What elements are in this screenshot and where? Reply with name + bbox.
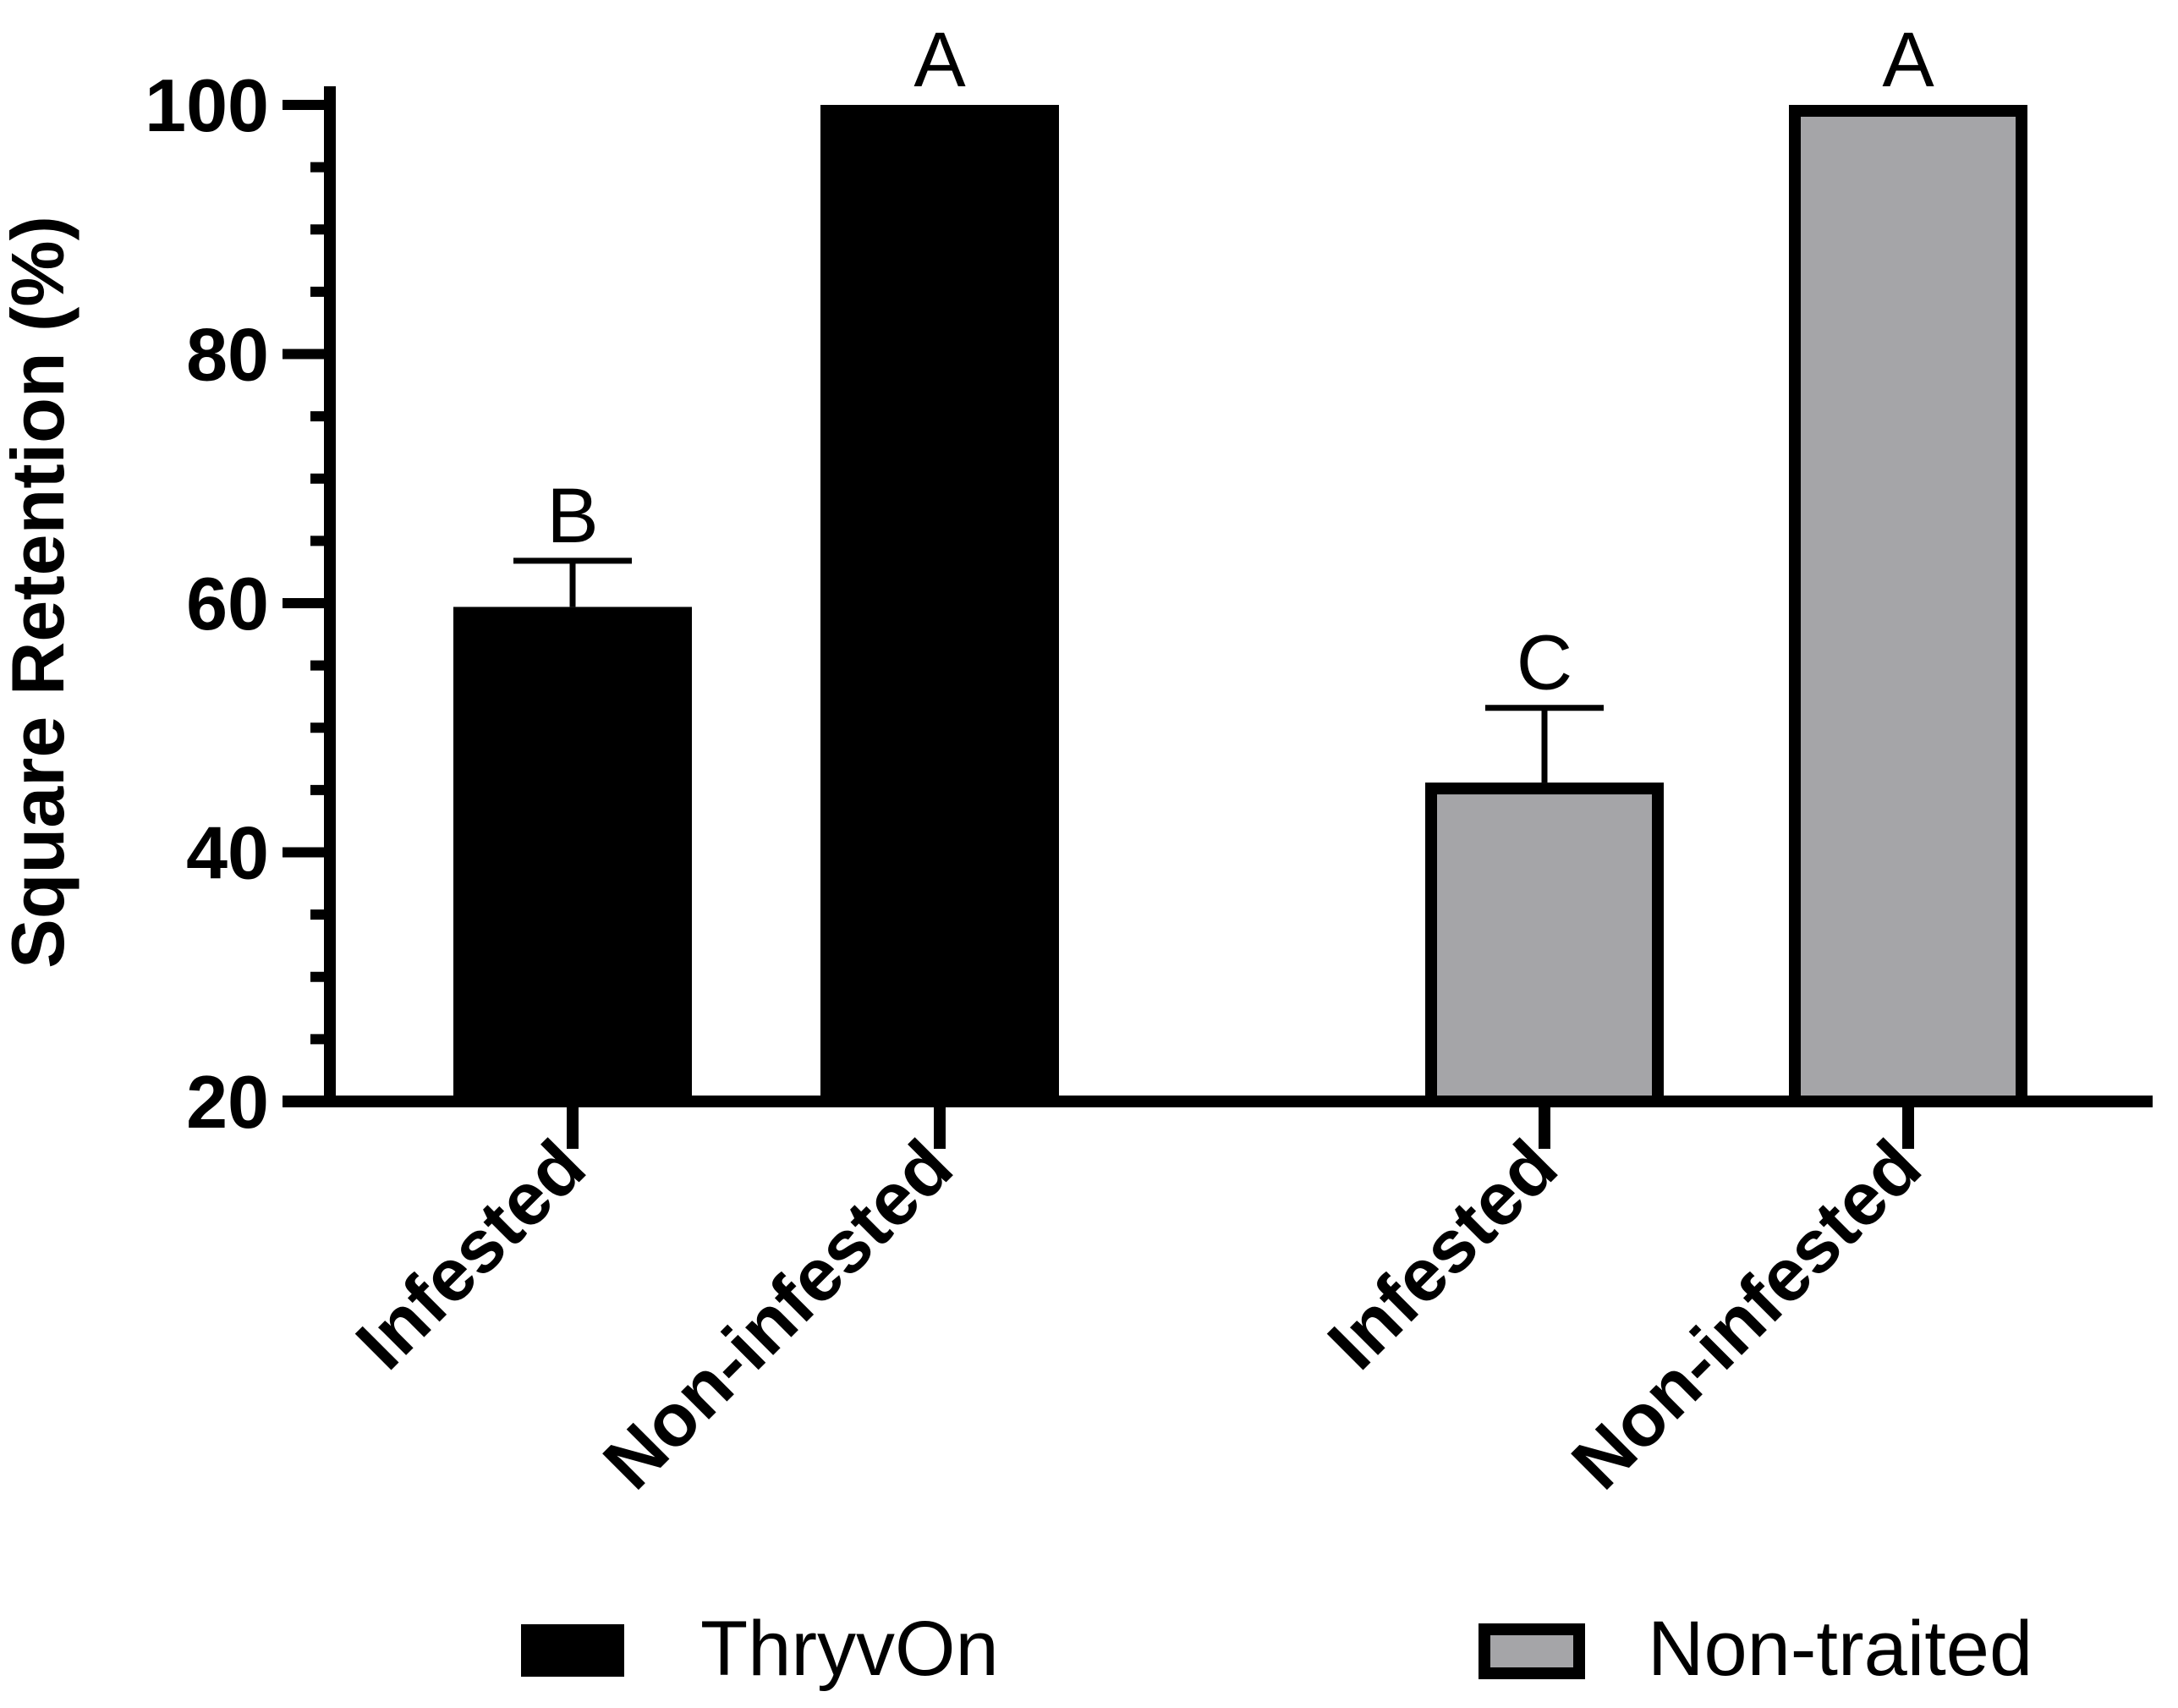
significance-letter-non-traited-non-infested: A [1882,17,1934,103]
y-tick-label-100: 100 [145,63,269,147]
y-axis-title: Square Retention (%) [0,216,80,969]
y-tick-label-40: 40 [186,811,269,895]
bar-non-traited-non-infested [1789,105,2027,1107]
axes-layer [283,86,2153,1149]
legend-label-non-traited: Non-traited [1648,1606,2033,1692]
legend-swatch-thryvon [521,1624,624,1677]
y-tick-label-20: 20 [186,1060,269,1144]
bars-layer [453,105,2027,1107]
error-bars-layer [513,557,1604,783]
x-tick-label-non-traited-non-infested: Non-infested [1555,1123,1936,1504]
x-tick-label-non-traited-infested: Infested [1312,1123,1573,1385]
significance-letter-thryvon-infested: B [546,473,598,559]
legend-swatch-non-traited [1479,1623,1585,1679]
bar-non-traited-infested [1425,783,1664,1107]
x-tick-label-thryvon-non-infested: Non-infested [587,1123,968,1504]
x-tick-label-thryvon-infested: Infested [340,1123,601,1385]
bar-thryvon-infested [453,607,692,1101]
significance-letter-non-traited-infested: C [1517,620,1572,706]
significance-letter-thryvon-non-infested: A [913,17,966,103]
y-tick-label-80: 80 [186,313,269,397]
y-tick-label-60: 60 [186,562,269,645]
legend: ThryvOn Non-traited [521,1606,2033,1692]
legend-label-thryvon: ThryvOn [700,1606,999,1692]
bar-thryvon-non-infested [820,105,1059,1101]
